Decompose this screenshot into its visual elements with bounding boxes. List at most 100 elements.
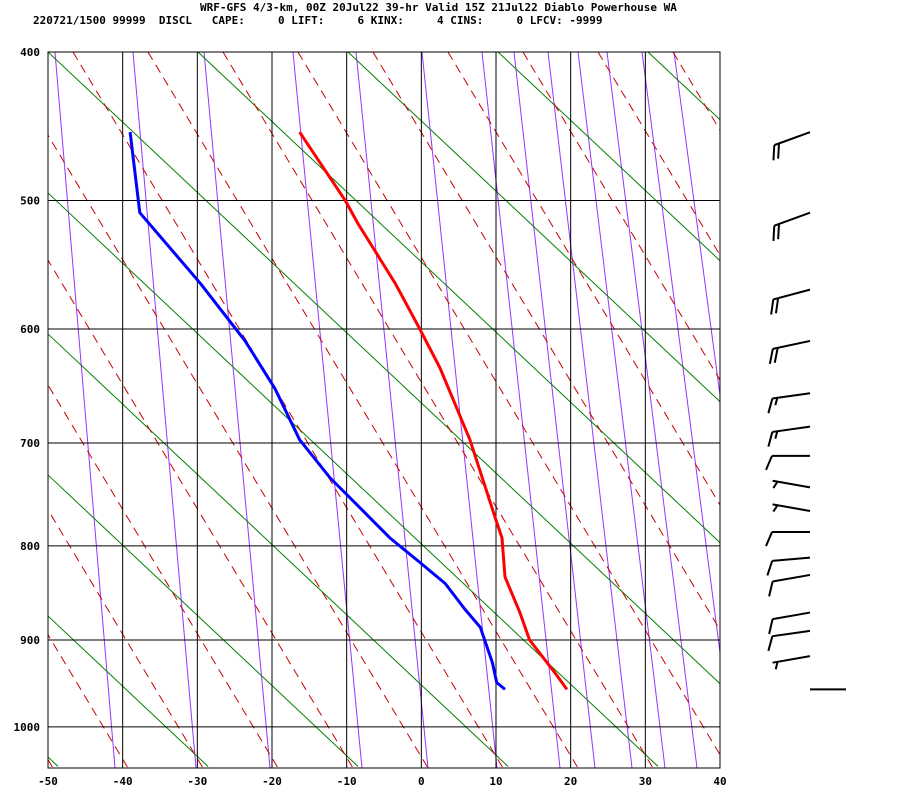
y-tick-label: 900: [20, 634, 40, 647]
dry-adiabat-line: [48, 134, 429, 768]
wind-barb: [766, 556, 811, 576]
mixing-ratio-line: [606, 52, 698, 768]
wind-barb-half: [772, 481, 779, 489]
wind-barb-full: [777, 143, 780, 159]
isotherm-line: [48, 192, 659, 767]
chart-title: WRF-GFS 4/3-km, 00Z 20Jul22 39-hr Valid …: [200, 1, 677, 14]
wind-barb-full: [773, 347, 779, 363]
y-tick-label: 1000: [14, 721, 41, 734]
dry-adiabat-line: [823, 52, 900, 768]
wind-barb: [768, 611, 811, 635]
mixing-ratio-line: [203, 52, 271, 768]
wind-barb-full: [765, 531, 773, 547]
wind-barb-staff: [772, 629, 811, 638]
dry-adiabat-line: [72, 52, 504, 768]
mixing-ratio-line: [421, 52, 498, 768]
wind-barb-staff: [772, 611, 811, 621]
x-tick-label: -10: [337, 775, 357, 788]
wind-barb-full: [765, 455, 773, 471]
isotherm-line: [347, 52, 720, 403]
wind-barb: [768, 573, 811, 597]
wind-barb-staff: [773, 131, 811, 147]
wind-barb: [772, 131, 811, 161]
isotherm-line: [48, 333, 509, 767]
x-tick-label: 20: [564, 775, 577, 788]
x-tick-label: 10: [489, 775, 502, 788]
y-tick-label: 500: [20, 194, 40, 207]
mixing-ratio-line: [132, 52, 197, 768]
wind-barb: [767, 629, 811, 652]
wind-barb: [772, 503, 811, 513]
wind-barb: [767, 392, 811, 414]
wind-barb-staff: [772, 479, 811, 489]
isotherm-line: [48, 474, 359, 767]
dry-adiabat-line: [48, 508, 204, 768]
isotherm-line: [48, 615, 209, 767]
wind-barb-full: [774, 298, 780, 314]
wind-barb: [772, 479, 811, 489]
y-tick-label: 700: [20, 437, 40, 450]
mixing-ratio-line: [355, 52, 429, 768]
plot-frame: [47, 51, 721, 769]
dewpoint-profile: [128, 131, 506, 691]
wind-barb-staff: [772, 573, 811, 583]
chart-stats: 220721/1500 99999 DISCL CAPE: 0 LIFT: 6 …: [33, 14, 603, 27]
wind-barb-staff: [772, 339, 811, 350]
dry-adiabat-line: [297, 52, 720, 756]
wind-barb-full: [767, 635, 774, 652]
dry-adiabat-line: [372, 52, 720, 631]
x-tick-label: 0: [418, 775, 425, 788]
mixing-ratio-line: [481, 52, 561, 768]
wind-barb-full: [770, 299, 775, 315]
wind-barb: [765, 531, 810, 547]
wind-barb-staff: [772, 556, 811, 562]
wind-barb-full: [777, 223, 780, 240]
wind-barb-staff: [772, 503, 811, 512]
dry-adiabat-line: [748, 52, 900, 768]
mixing-ratio-line: [292, 52, 363, 768]
y-tick-label: 400: [20, 46, 40, 59]
x-tick-label: -40: [113, 775, 133, 788]
wind-barb-staff: [772, 655, 811, 664]
wind-barb-full: [767, 431, 774, 447]
wind-barb-full: [772, 145, 776, 161]
wind-barb: [767, 425, 811, 447]
wind-barb: [772, 211, 811, 241]
y-tick-label: 800: [20, 540, 40, 553]
wind-barb-half: [774, 397, 779, 406]
dry-adiabat-line: [48, 259, 354, 768]
wind-barb-full: [768, 618, 774, 635]
mixing-ratio-line: [577, 52, 666, 768]
wind-barb-full: [772, 225, 776, 241]
dry-adiabat-line: [522, 52, 720, 381]
mixing-ratio-line: [547, 52, 633, 768]
dry-adiabat-line: [597, 52, 720, 257]
wind-barb-half: [772, 504, 779, 513]
y-tick-label: 600: [20, 323, 40, 336]
mixing-ratio-line: [673, 52, 720, 399]
dry-adiabat-line: [147, 52, 579, 768]
isotherm-line: [48, 756, 59, 767]
x-tick-label: -30: [187, 775, 207, 788]
wind-barb-full: [766, 560, 774, 576]
dry-adiabat-line: [48, 384, 279, 768]
wind-barb-full: [768, 348, 774, 364]
x-tick-label: 40: [713, 775, 726, 788]
wind-barb-staff: [772, 392, 811, 400]
dry-adiabat-line: [48, 633, 129, 768]
wind-barb: [772, 655, 811, 670]
wind-barb: [765, 454, 810, 471]
wind-barb-half: [774, 661, 779, 670]
dry-adiabat-line: [48, 758, 54, 768]
dry-adiabat-line: [222, 52, 654, 768]
x-tick-label: 30: [639, 775, 652, 788]
temperature-profile: [298, 131, 569, 691]
mixing-ratio-line: [513, 52, 596, 768]
mixing-ratio-line: [54, 52, 116, 768]
wind-barb-staff: [772, 425, 811, 433]
wind-barb-staff: [773, 211, 811, 227]
dry-adiabat-line: [447, 52, 720, 506]
isotherm-line: [497, 52, 720, 262]
